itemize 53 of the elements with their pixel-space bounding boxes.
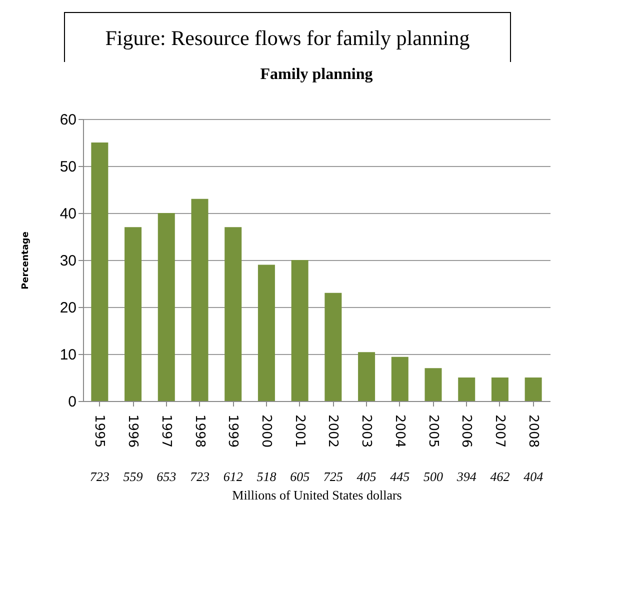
bar [391, 356, 408, 401]
y-tick-label: 40 [60, 206, 76, 222]
x-tick-label: 1996 [125, 414, 140, 448]
bar [191, 198, 208, 401]
text: 462 [490, 469, 510, 484]
x-tick-label: 2001 [292, 414, 307, 448]
x-tick-label: 2006 [458, 414, 474, 448]
text: 725 [323, 469, 344, 484]
x-tick-label: 1997 [158, 414, 174, 448]
bar [258, 264, 275, 401]
text: 559 [123, 469, 144, 484]
x-tick-label: 1999 [225, 414, 240, 448]
text: 394 [456, 469, 477, 484]
bar [124, 227, 142, 401]
x-tick-label: 1998 [192, 414, 207, 448]
x-tick-label: 2003 [358, 414, 374, 448]
text: 723 [90, 469, 110, 484]
text: 653 [156, 469, 177, 484]
x-axis-title: Millions of United States dollars [232, 488, 402, 503]
y-tick-label: 10 [60, 346, 76, 364]
bar [158, 213, 175, 401]
bar [224, 227, 242, 401]
text: 605 [290, 469, 310, 484]
x-tick-label: 2005 [425, 414, 440, 448]
text: 405 [356, 469, 377, 484]
y-tick-label: 60 [60, 112, 76, 128]
text: 518 [256, 469, 277, 484]
x-tick-label: 2000 [258, 414, 274, 448]
chart-title: Figure: Resource flows for family planning [64, 12, 511, 64]
bar [491, 378, 508, 401]
x-tick-label: 1995 [92, 414, 107, 448]
y-tick-label: 20 [60, 300, 76, 316]
bar [358, 352, 376, 401]
text: 404 [524, 469, 544, 484]
y-tick-label: 30 [60, 252, 76, 270]
text: 445 [390, 469, 410, 484]
y-tick-label: 50 [60, 158, 76, 176]
chart-subtitle: Family planning [260, 66, 373, 83]
bar [324, 292, 342, 401]
text: 500 [424, 469, 444, 484]
x-tick-label: 2004 [392, 414, 407, 448]
y-tick-label: 0 [68, 394, 76, 410]
bar [458, 378, 476, 401]
bar [524, 378, 542, 401]
bar [91, 142, 108, 401]
bar [424, 368, 442, 401]
y-axis-title: Percentage [20, 232, 31, 290]
x-tick-label: 2008 [525, 414, 540, 448]
text: 612 [223, 469, 244, 484]
bar [291, 260, 308, 401]
x-tick-label: 2007 [492, 414, 507, 448]
x-tick-label: 2002 [325, 414, 340, 448]
text: 723 [190, 469, 210, 484]
